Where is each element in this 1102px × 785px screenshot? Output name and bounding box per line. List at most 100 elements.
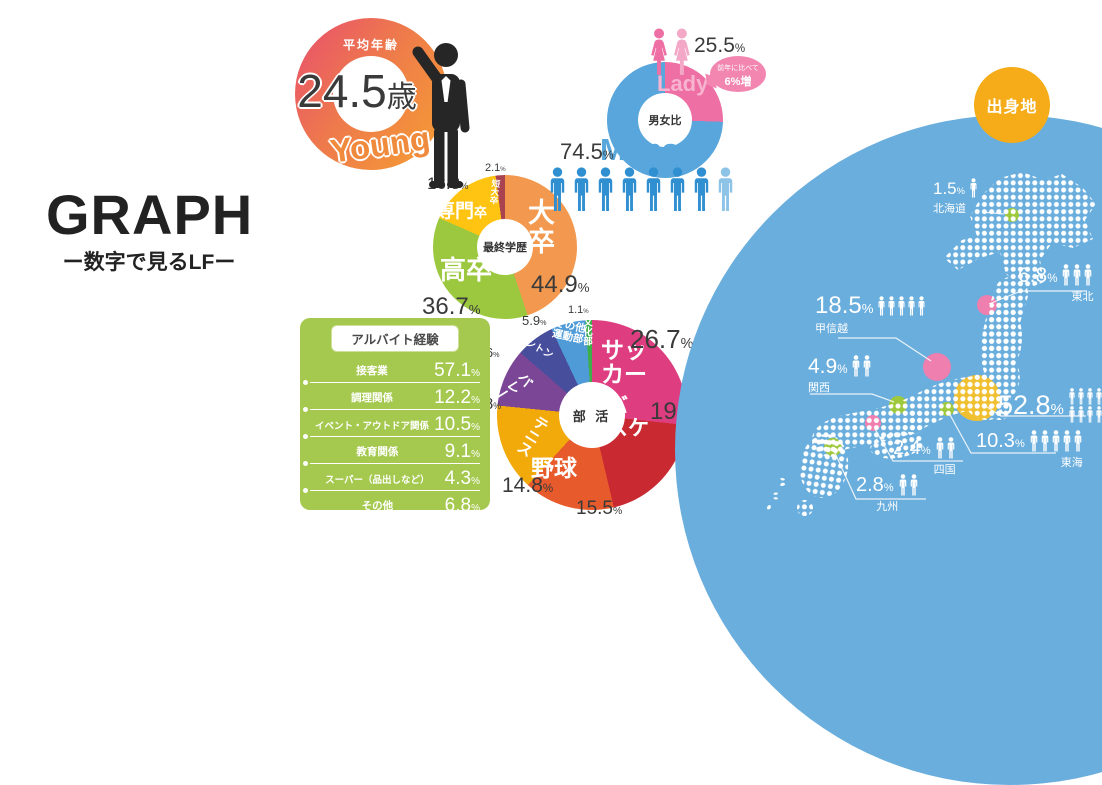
- person-icons: [1061, 264, 1093, 286]
- value: 15.5: [576, 498, 613, 519]
- percent-sign: %: [471, 503, 480, 514]
- person-icon: [897, 296, 906, 316]
- row-label: イベント・アウトドア関係: [315, 421, 430, 432]
- club-value-culture: 1.1%: [568, 304, 589, 316]
- club-slice-baseball: 野球: [531, 455, 577, 481]
- value: 52.8: [998, 390, 1051, 420]
- value: 44.9: [531, 271, 578, 298]
- person-icon: [1068, 406, 1076, 423]
- percent-sign: %: [471, 449, 480, 460]
- percent-sign: %: [540, 319, 547, 327]
- person-icon: [1077, 406, 1085, 423]
- value: 36.7: [422, 293, 469, 320]
- education-slice-daisotsu: 大卒: [524, 198, 554, 256]
- parttime-row: イベント・アウトドア関係 10.5%: [303, 410, 480, 439]
- gender-trend-bubble: 前年に比べて 6%増: [710, 56, 766, 92]
- value: 2.8: [856, 474, 884, 496]
- person-icons: [898, 474, 919, 496]
- man-icon: [619, 167, 640, 212]
- lady-number: 25.5: [694, 34, 735, 57]
- person-icon: [851, 355, 861, 377]
- value: 4.3: [444, 468, 472, 489]
- region-name: 北海道: [933, 203, 966, 215]
- club-value-baseball: 15.5%: [576, 498, 622, 520]
- label: 専門: [436, 201, 475, 222]
- percent-sign: %: [583, 309, 589, 315]
- value: 5.9: [522, 313, 541, 328]
- education-value-tandai: 2.1%: [485, 162, 506, 174]
- average-age-ring-hole: [333, 56, 409, 132]
- region-value: 10.3%: [976, 431, 1025, 451]
- education-center-label: 最終学歴: [477, 219, 533, 275]
- region-value: 52.8%: [998, 392, 1064, 419]
- average-age-unit: 歳: [386, 81, 417, 114]
- percent-sign: %: [920, 445, 931, 457]
- percent-sign: %: [500, 167, 506, 173]
- person-icon: [946, 437, 956, 459]
- person-icon: [887, 296, 896, 316]
- row-label: その他: [361, 500, 394, 512]
- row-label: 調理関係: [351, 392, 394, 404]
- man-icon-light: [715, 167, 736, 212]
- person-icons: [877, 296, 926, 316]
- person-icons: [1068, 388, 1102, 423]
- row-value: 9.1%: [445, 441, 480, 463]
- percent-sign: %: [471, 476, 480, 487]
- education-value-kousotsu: 36.7%: [422, 293, 480, 321]
- person-icon: [1083, 264, 1093, 286]
- value: 6.8: [1018, 263, 1048, 287]
- club-slice-soccer: サッ カー: [601, 337, 647, 388]
- value: 26.7: [630, 324, 681, 354]
- parttime-row: スーパー（品出しなど） 4.3%: [303, 464, 480, 493]
- row-value: 10.5%: [434, 414, 480, 436]
- mens-word: Mens: [600, 132, 680, 167]
- row-value: 12.2%: [434, 387, 480, 409]
- value: 14.8: [502, 474, 543, 497]
- region-value: 18.5%: [815, 294, 873, 318]
- person-icons: [935, 437, 956, 459]
- percent-sign: %: [602, 148, 614, 162]
- person-icon: [917, 296, 926, 316]
- man-icon: [643, 167, 664, 212]
- value: 18.5: [815, 292, 862, 319]
- average-age-label: 平均年齢: [342, 38, 399, 52]
- percent-sign: %: [1050, 402, 1064, 418]
- percent-sign: %: [956, 185, 965, 196]
- person-icon: [1029, 430, 1039, 452]
- percent-sign: %: [1047, 272, 1058, 285]
- education-value-daisotsu: 44.9%: [531, 271, 589, 299]
- value: 57.1: [434, 360, 472, 381]
- region-value: 2.4%: [893, 438, 931, 458]
- percent-sign: %: [861, 301, 874, 316]
- region-name: 四国: [933, 464, 956, 476]
- value: 12.2: [434, 387, 472, 408]
- education-slice-kousotsu: 高卒: [440, 255, 493, 285]
- region-kansai: 4.9% 関西: [808, 355, 872, 395]
- percent-sign: %: [493, 351, 500, 359]
- page-subtitle: ー数字で見るLFー: [62, 251, 236, 274]
- percent-sign: %: [734, 43, 746, 55]
- person-icon: [1086, 406, 1094, 423]
- parttime-panel-title: アルバイト経験: [331, 325, 459, 352]
- value: 10.5: [434, 414, 472, 435]
- person-icon: [909, 474, 919, 496]
- row-value: 4.3%: [445, 468, 480, 490]
- origin-badge: 出身地: [974, 67, 1050, 143]
- bubble-line1: 前年に比べて: [717, 65, 759, 72]
- region-tokai: 10.3% 東海: [976, 430, 1083, 470]
- region-name: 東北: [1071, 291, 1094, 303]
- region-shikoku: 2.4% 四国: [893, 437, 956, 477]
- mens-percentage: 74.5%: [560, 139, 614, 165]
- person-icons: [969, 178, 978, 198]
- region-name: 関西: [808, 382, 830, 394]
- region-value: 6.8%: [1018, 265, 1057, 286]
- club-value-tennis: 14.8%: [502, 474, 553, 498]
- person-icons: [851, 355, 872, 377]
- percent-sign: %: [883, 482, 894, 494]
- parttime-row: 教育関係 9.1%: [303, 437, 480, 466]
- row-value: 6.8%: [445, 495, 480, 517]
- value: 6.8: [444, 495, 472, 516]
- value: 4.9: [808, 354, 838, 378]
- man-icon: [547, 167, 568, 212]
- percent-sign: %: [837, 363, 848, 376]
